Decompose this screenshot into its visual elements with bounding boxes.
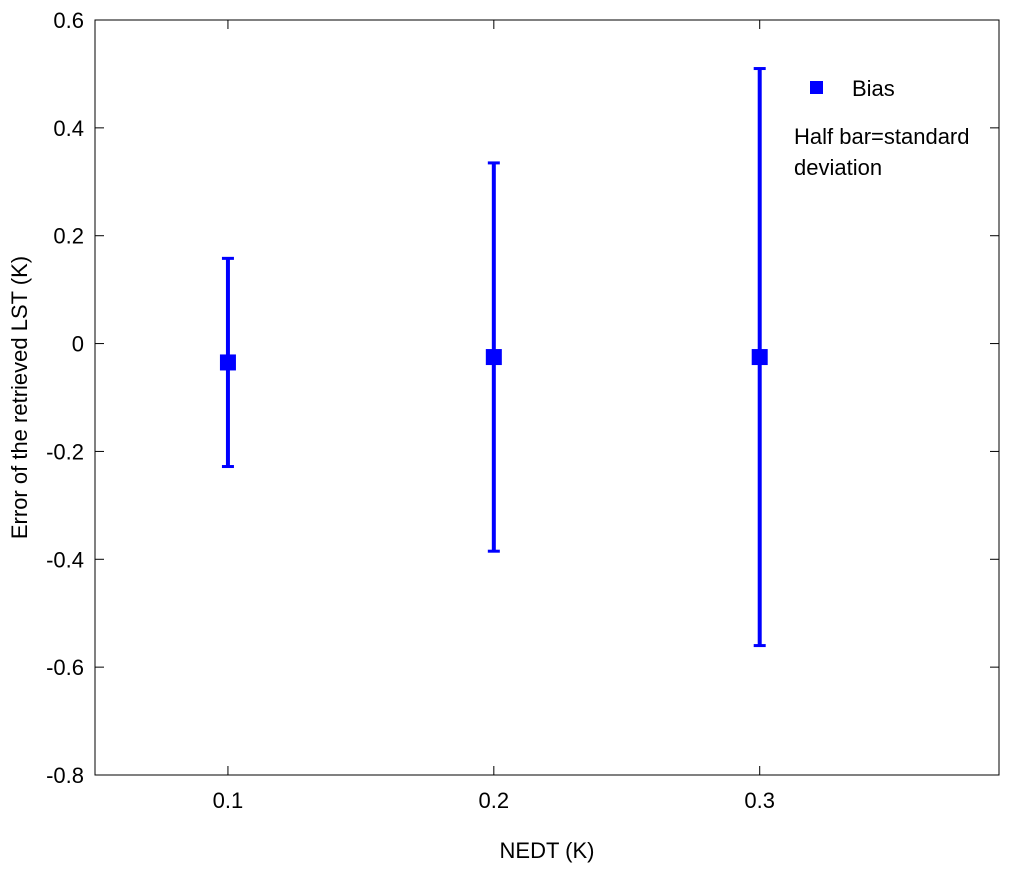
y-tick-label: 0	[72, 332, 84, 357]
y-tick-label: 0.4	[53, 116, 84, 141]
legend-label-bias: Bias	[852, 76, 895, 101]
y-tick-label: -0.2	[46, 439, 84, 464]
y-tick-label: 0.2	[53, 224, 84, 249]
x-tick-label: 0.1	[213, 788, 244, 813]
plot-frame	[94, 19, 1000, 776]
bias-marker	[751, 349, 768, 366]
legend-marker-bias	[810, 81, 823, 94]
y-tick-label: -0.8	[46, 763, 84, 788]
y-tick-label: 0.6	[53, 8, 84, 33]
bias-marker	[485, 349, 502, 366]
bias-marker	[219, 354, 236, 371]
series-bias	[219, 67, 768, 648]
x-axis: 0.1 0.2 0.3	[213, 20, 775, 813]
y-tick-label: -0.6	[46, 655, 84, 680]
x-tick-label: 0.3	[744, 788, 775, 813]
legend: Bias Half bar=standard deviation	[794, 76, 970, 180]
x-axis-label: NEDT (K)	[500, 838, 595, 863]
x-tick-label: 0.2	[479, 788, 510, 813]
y-axis-label: Error of the retrieved LST (K)	[7, 256, 32, 539]
y-tick-label: -0.4	[46, 547, 84, 572]
y-axis: 0.6 0.4 0.2 0 -0.2 -0.4 -0.6 -0.8	[46, 8, 999, 788]
legend-note-line-2: deviation	[794, 155, 882, 180]
legend-note-line-1: Half bar=standard	[794, 124, 970, 149]
